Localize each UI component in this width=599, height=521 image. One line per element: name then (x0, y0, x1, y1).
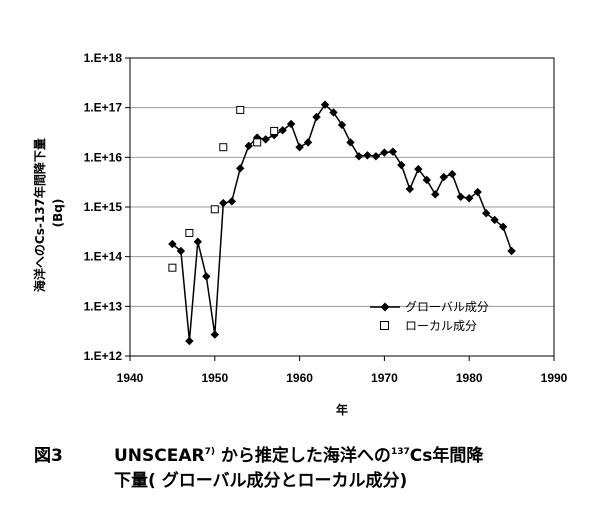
data-point-global (168, 239, 177, 249)
data-point-global (210, 330, 219, 339)
data-point-global (337, 120, 347, 130)
series-local (168, 105, 279, 272)
x-tick-label: 1980 (456, 371, 483, 385)
caption-mass-superscript: 137 (390, 447, 410, 457)
data-point-global (320, 100, 330, 109)
data-point-global (363, 151, 372, 160)
data-point-global (278, 126, 287, 135)
y-axis-tick-labels: 1.E+12 1.E+13 1.E+14 1.E+15 1.E+16 1.E+17 1.E+… (84, 51, 130, 363)
x-tick-label: 1990 (541, 371, 568, 385)
data-point-global (422, 175, 431, 185)
y-tick-label: 1.E+16 (84, 150, 123, 164)
data-point-global (456, 192, 465, 202)
x-tick-label: 1960 (286, 371, 313, 385)
data-point-global (498, 222, 508, 231)
caption-ref-superscript: 7) (204, 447, 216, 457)
data-point-global (193, 237, 203, 246)
y-tick-label: 1.E+12 (84, 349, 123, 363)
data-point-local (210, 205, 219, 214)
data-point-global (261, 135, 270, 144)
series-global (168, 100, 516, 346)
caption-line-2: 下量( グローバル成分とローカル成分) (114, 471, 408, 491)
data-point-global (439, 172, 448, 182)
data-point-global (397, 160, 406, 170)
data-point-global (329, 108, 338, 117)
data-point-global (286, 119, 296, 129)
data-point-global (465, 194, 474, 203)
data-point-global (414, 164, 423, 174)
caption-text-1c: Cs年間降 (409, 446, 484, 466)
legend-label-global: グローバル成分 (405, 300, 489, 314)
y-tick-label: 1.E+13 (84, 299, 123, 313)
figure-caption: 図3 UNSCEAR7) から推定した海洋への137Cs年間降 下量( グローバル… (34, 440, 594, 494)
data-point-global (371, 152, 381, 161)
data-point-global (380, 148, 389, 157)
data-point-global (448, 169, 457, 179)
x-tick-label: 1970 (371, 371, 398, 385)
figure-number: 図3 (34, 446, 63, 466)
data-point-global (312, 112, 321, 122)
data-point-global (473, 187, 482, 197)
legend-label-local: ローカル成分 (405, 319, 477, 333)
legend-marker-local (380, 321, 389, 330)
caption-line-1: 図3 UNSCEAR7) から推定した海洋への137Cs年間降 (34, 440, 594, 469)
caption-text-1b: から推定した海洋への (215, 446, 391, 466)
data-point-local (270, 126, 279, 135)
data-point-global (236, 164, 245, 173)
data-point-global (388, 147, 398, 156)
data-point-local (253, 138, 262, 147)
chart: 1.E+12 1.E+13 1.E+14 1.E+15 1.E+16 1.E+17 1.E+… (32, 51, 568, 417)
data-point-global (481, 209, 491, 218)
y-axis-label: 海洋へのCs-137年間降下量 (Bq) (32, 134, 65, 292)
x-tick-label: 1950 (201, 371, 228, 385)
legend-marker-global (380, 302, 390, 312)
data-point-local (219, 143, 228, 152)
data-point-local (185, 228, 194, 237)
x-tick-label: 1940 (117, 371, 144, 385)
data-point-global (354, 152, 364, 161)
data-point-local (236, 105, 245, 114)
data-point-global (202, 272, 211, 281)
y-tick-label: 1.E+15 (84, 200, 123, 214)
data-point-global (176, 246, 186, 256)
data-point-global (244, 141, 253, 151)
data-point-global (227, 197, 236, 206)
data-point-global (303, 138, 313, 147)
legend: グローバル成分 ローカル成分 (370, 300, 489, 333)
data-point-global (346, 138, 355, 147)
y-tick-label: 1.E+18 (84, 51, 123, 65)
data-point-global (295, 142, 304, 152)
data-point-global (405, 184, 415, 194)
caption-text-1a: UNSCEAR (114, 446, 205, 466)
x-axis-label: 年 (336, 402, 348, 417)
data-point-global (431, 190, 440, 199)
x-axis-tick-labels: 1940 1950 1960 1970 1980 1990 (117, 356, 568, 385)
data-point-global (185, 336, 194, 346)
gridlines (130, 107, 554, 307)
data-point-global (507, 246, 516, 256)
data-point-local (168, 263, 177, 272)
data-point-global (219, 198, 228, 208)
y-tick-label: 1.E+17 (84, 101, 123, 115)
y-tick-label: 1.E+14 (84, 250, 123, 264)
data-point-global (490, 215, 499, 225)
